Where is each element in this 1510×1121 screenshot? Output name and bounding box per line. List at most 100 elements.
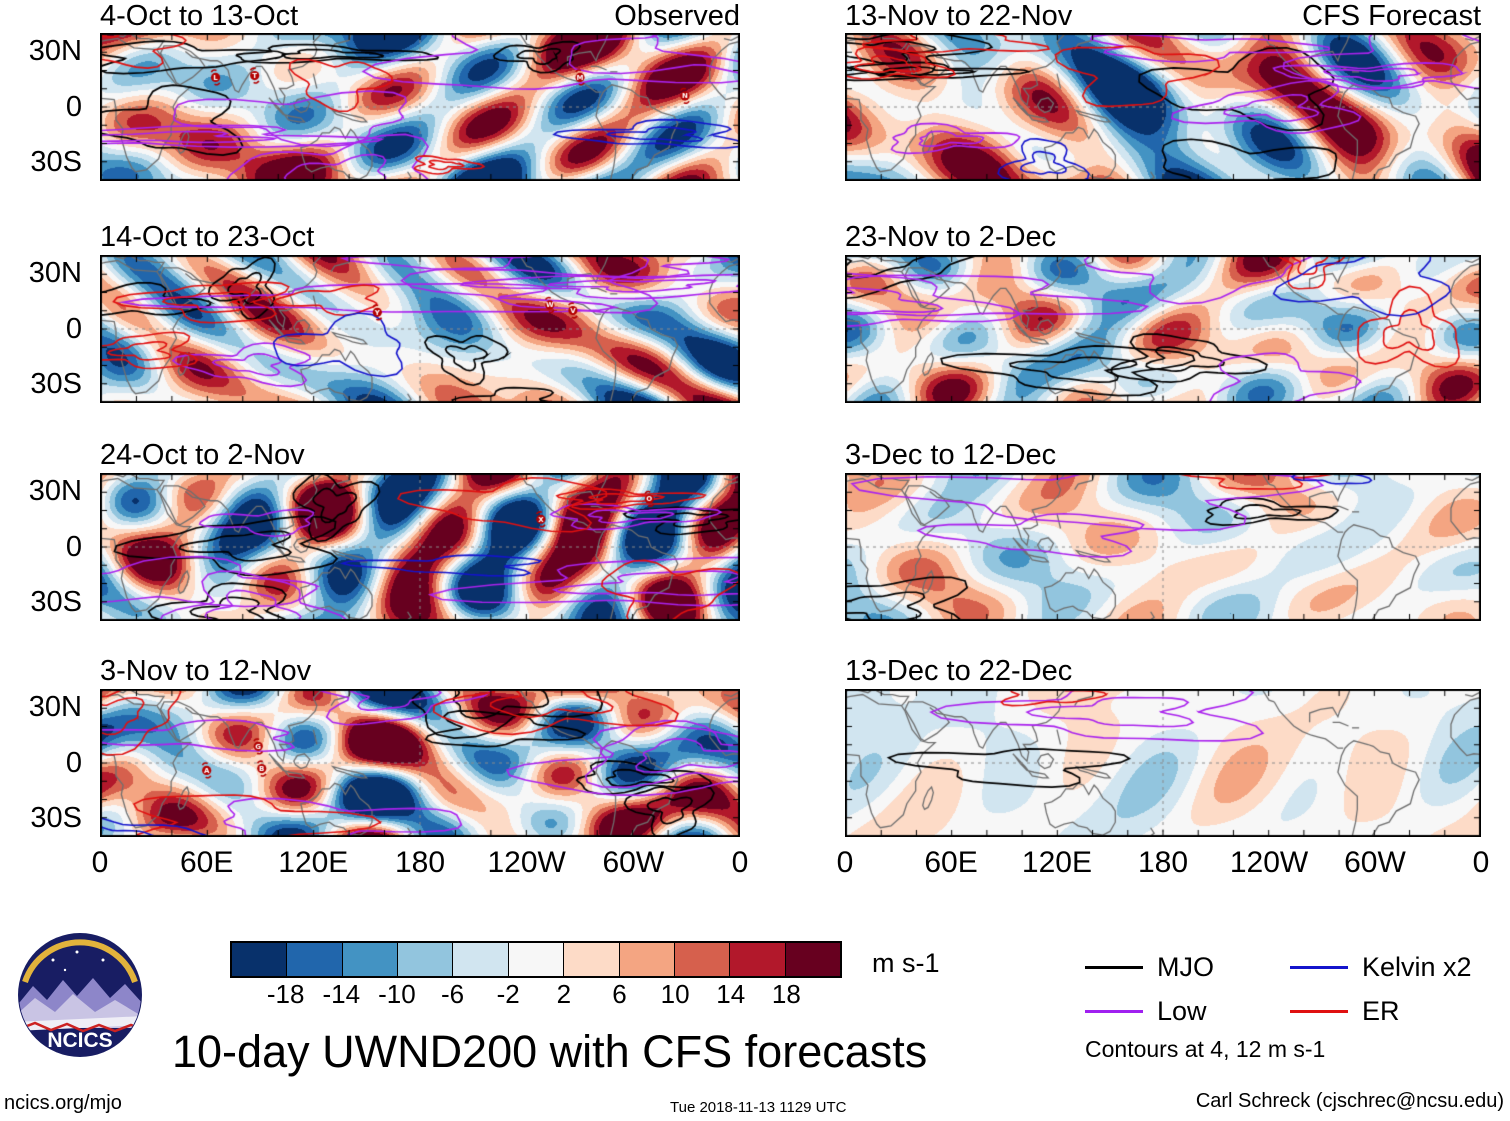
lon-tick-label: 120E: [278, 846, 349, 879]
lat-tick-label: 30S: [30, 146, 82, 178]
low-line-swatch: [1085, 1009, 1143, 1013]
uwnd-map-observed-2: [100, 255, 740, 403]
mjo-line-swatch: [1085, 965, 1143, 969]
lat-tick-label: 0: [65, 531, 82, 563]
panel-date-range: 23-Nov to 2-Dec: [845, 221, 1057, 253]
ncics-logo-text: NCICS: [47, 1029, 112, 1052]
uwnd-map-observed-4: [100, 689, 740, 837]
lat-tick-label: 0: [65, 313, 82, 345]
lon-tick-label: 60W: [1344, 846, 1406, 879]
colorbar-tick-label: -6: [440, 979, 465, 1009]
colorbar-tick-label: 18: [771, 979, 801, 1009]
author-credit: Carl Schreck (cjschrec@ncsu.edu): [1195, 1090, 1504, 1112]
legend-item-kelvin: Kelvin x2: [1290, 950, 1510, 984]
uwnd-map-forecast-3: [845, 473, 1481, 621]
uwnd-map-forecast-4: [845, 689, 1481, 837]
colorbar-cell: [286, 943, 342, 976]
colorbar-tick-label: -10: [378, 979, 416, 1009]
lon-tick-label: 120W: [1229, 846, 1309, 879]
timestamp: Tue 2018-11-13 1129 UTC: [670, 1099, 847, 1116]
colorbar-tick-label: 6: [612, 979, 627, 1009]
lat-tick-label: 30N: [28, 257, 82, 289]
lon-tick-label: 60E: [924, 846, 978, 879]
colorbar-cell: [397, 943, 453, 976]
panel-title: 13-Nov to 22-Nov CFS Forecast: [845, 1, 1481, 32]
lon-tick-label: 0: [731, 846, 749, 879]
lat-tick-label: 30N: [28, 691, 82, 723]
lon-tick-label: 0: [1472, 846, 1490, 879]
lon-tick-label: 0: [836, 846, 854, 879]
panel-date-range: 13-Nov to 22-Nov: [845, 0, 1073, 32]
lon-tick-label: 60E: [179, 846, 234, 879]
colorbar-cell: [232, 943, 287, 976]
lon-tick-label: 60W: [602, 846, 665, 879]
contour-note: Contours at 4, 12 m s-1: [1085, 1036, 1326, 1062]
colorbar-cell: [784, 943, 840, 976]
uwnd-map-forecast-2: [845, 255, 1481, 403]
contour-legend: MJO Kelvin x2 Low ER: [1085, 950, 1510, 1028]
lon-tick-label: 120W: [487, 846, 566, 879]
colorbar: [230, 941, 842, 978]
panel-title: 24-Oct to 2-Nov: [100, 440, 740, 471]
kelvin-line-swatch: [1290, 965, 1348, 969]
uwnd-map-observed-3: [100, 473, 740, 621]
panel-date-range: 13-Dec to 22-Dec: [845, 655, 1073, 687]
lat-tick-label: 30N: [28, 35, 82, 67]
logo-gold-arc: [22, 939, 138, 983]
panel-date-range: 4-Oct to 13-Oct: [100, 0, 299, 32]
lon-tick-label: 120E: [1021, 846, 1093, 879]
lon-tick-label: 180: [394, 846, 446, 879]
lon-axis-left: 0 60E 120E 180 120W 60W 0: [92, 845, 749, 881]
colorbar-cell: [729, 943, 785, 976]
colorbar-tick-label: 10: [660, 979, 690, 1009]
colorbar-cell: [507, 943, 564, 976]
column-tag-forecast: CFS Forecast: [1302, 0, 1481, 32]
colorbar-tick-label: -18: [266, 979, 305, 1009]
legend-item-mjo: MJO: [1085, 950, 1290, 984]
panel-date-range: 3-Dec to 12-Dec: [845, 439, 1057, 471]
uwnd-map-forecast-1: [845, 33, 1481, 181]
lat-tick-label: 30N: [28, 475, 82, 507]
colorbar-cell: [563, 943, 619, 976]
panel-title: 3-Nov to 12-Nov: [100, 656, 740, 687]
legend-label: ER: [1362, 995, 1400, 1026]
legend-label: MJO: [1157, 951, 1214, 982]
legend-item-low: Low: [1085, 994, 1290, 1028]
lat-tick-label: 0: [65, 747, 82, 779]
colorbar-tick-labels: -18 -14 -10 -6 -2 2 6 10 14 18: [230, 980, 842, 1010]
colorbar-tick-label: -14: [322, 979, 361, 1009]
lat-tick-label: 0: [65, 91, 82, 123]
logo-red-line: [19, 1021, 141, 1033]
panel-title: 4-Oct to 13-Oct Observed: [100, 1, 740, 32]
colorbar-cell: [673, 943, 730, 976]
panel-date-range: 3-Nov to 12-Nov: [100, 655, 312, 687]
lon-axis-right: 0 60E 120E 180 120W 60W 0: [837, 845, 1490, 881]
figure-title: 10-day UWND200 with CFS forecasts: [172, 1026, 928, 1077]
legend-label: Kelvin x2: [1362, 951, 1472, 982]
colorbar-tick-label: 14: [716, 979, 746, 1009]
colorbar-tick-label: 2: [556, 979, 572, 1009]
colorbar-cell: [341, 943, 398, 976]
colorbar-tick-label: -2: [496, 979, 520, 1009]
ncics-logo: NCICS: [18, 933, 142, 1057]
legend-label: Low: [1157, 995, 1207, 1026]
colorbar-units: m s-1: [872, 948, 940, 978]
er-line-swatch: [1290, 1009, 1348, 1013]
lon-tick-label: 180: [1137, 846, 1189, 879]
panel-title: 23-Nov to 2-Dec: [845, 222, 1481, 253]
panel-date-range: 24-Oct to 2-Nov: [100, 439, 305, 471]
uwnd-map-observed-1: [100, 33, 740, 181]
panel-title: 3-Dec to 12-Dec: [845, 440, 1481, 471]
colorbar-cell: [618, 943, 674, 976]
column-tag-observed: Observed: [614, 0, 740, 32]
lon-tick-label: 0: [91, 846, 109, 879]
lat-tick-label: 30S: [30, 802, 82, 834]
panel-title: 14-Oct to 23-Oct: [100, 222, 740, 253]
panel-date-range: 14-Oct to 23-Oct: [100, 221, 315, 253]
panel-title: 13-Dec to 22-Dec: [845, 656, 1481, 687]
lat-tick-label: 30S: [30, 586, 82, 618]
ncics-mjo-link[interactable]: ncics.org/mjo: [4, 1092, 122, 1114]
legend-item-er: ER: [1290, 994, 1510, 1028]
colorbar-cell: [452, 943, 508, 976]
